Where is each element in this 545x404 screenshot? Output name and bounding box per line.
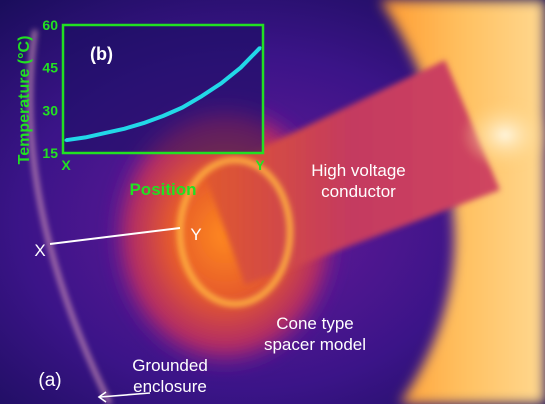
series-point <box>83 135 87 139</box>
panel-a-label: (a) <box>38 370 62 391</box>
point-x-label: X <box>34 241 46 260</box>
enclosure-label-line1: Grounded <box>132 356 208 375</box>
conductor-label-line2: conductor <box>321 182 396 201</box>
series-point <box>64 138 68 142</box>
series-point <box>258 46 262 50</box>
enclosure-edge <box>27 29 113 404</box>
series-point <box>161 114 165 118</box>
x-tick-label: Y <box>255 157 265 173</box>
y-tick-label: 30 <box>42 102 58 118</box>
arrow-head <box>97 391 107 403</box>
y-tick-label: 45 <box>42 60 58 76</box>
enclosure-label: Grounded enclosure <box>115 355 225 397</box>
temperature-series <box>64 46 262 143</box>
series-point <box>239 66 243 70</box>
conductor-rod <box>205 60 500 285</box>
conductor-label-line1: High voltage <box>311 161 406 180</box>
panel-b-label: (b) <box>90 44 113 64</box>
x-y-line <box>49 227 181 245</box>
hot-spot <box>460 100 545 170</box>
enclosure-arrow <box>99 392 151 398</box>
y-tick-label: 60 <box>42 17 58 33</box>
series-point <box>180 105 184 109</box>
spacer-ring <box>177 157 293 307</box>
series-point <box>122 127 126 131</box>
spacer-label-line1: Cone type <box>276 314 354 333</box>
y-axis-label: Temperature (°C) <box>16 36 33 165</box>
inset-frame <box>61 23 265 155</box>
x-axis-label: Position <box>129 180 196 199</box>
series-point <box>142 121 146 125</box>
series-point <box>219 81 223 85</box>
conductor-label: High voltage conductor <box>296 160 421 202</box>
series-point <box>200 94 204 98</box>
y-tick-label: 15 <box>42 145 58 161</box>
spacer-label-line2: spacer model <box>263 335 367 354</box>
y-tick-labels: 15 30 45 60 <box>42 17 58 161</box>
x-tick-label: X <box>61 157 71 173</box>
enclosure-label-line2: enclosure <box>133 377 207 396</box>
point-y-label: Y <box>190 225 202 244</box>
series-point <box>103 131 107 135</box>
spacer-label: Cone type spacer model <box>255 313 375 355</box>
